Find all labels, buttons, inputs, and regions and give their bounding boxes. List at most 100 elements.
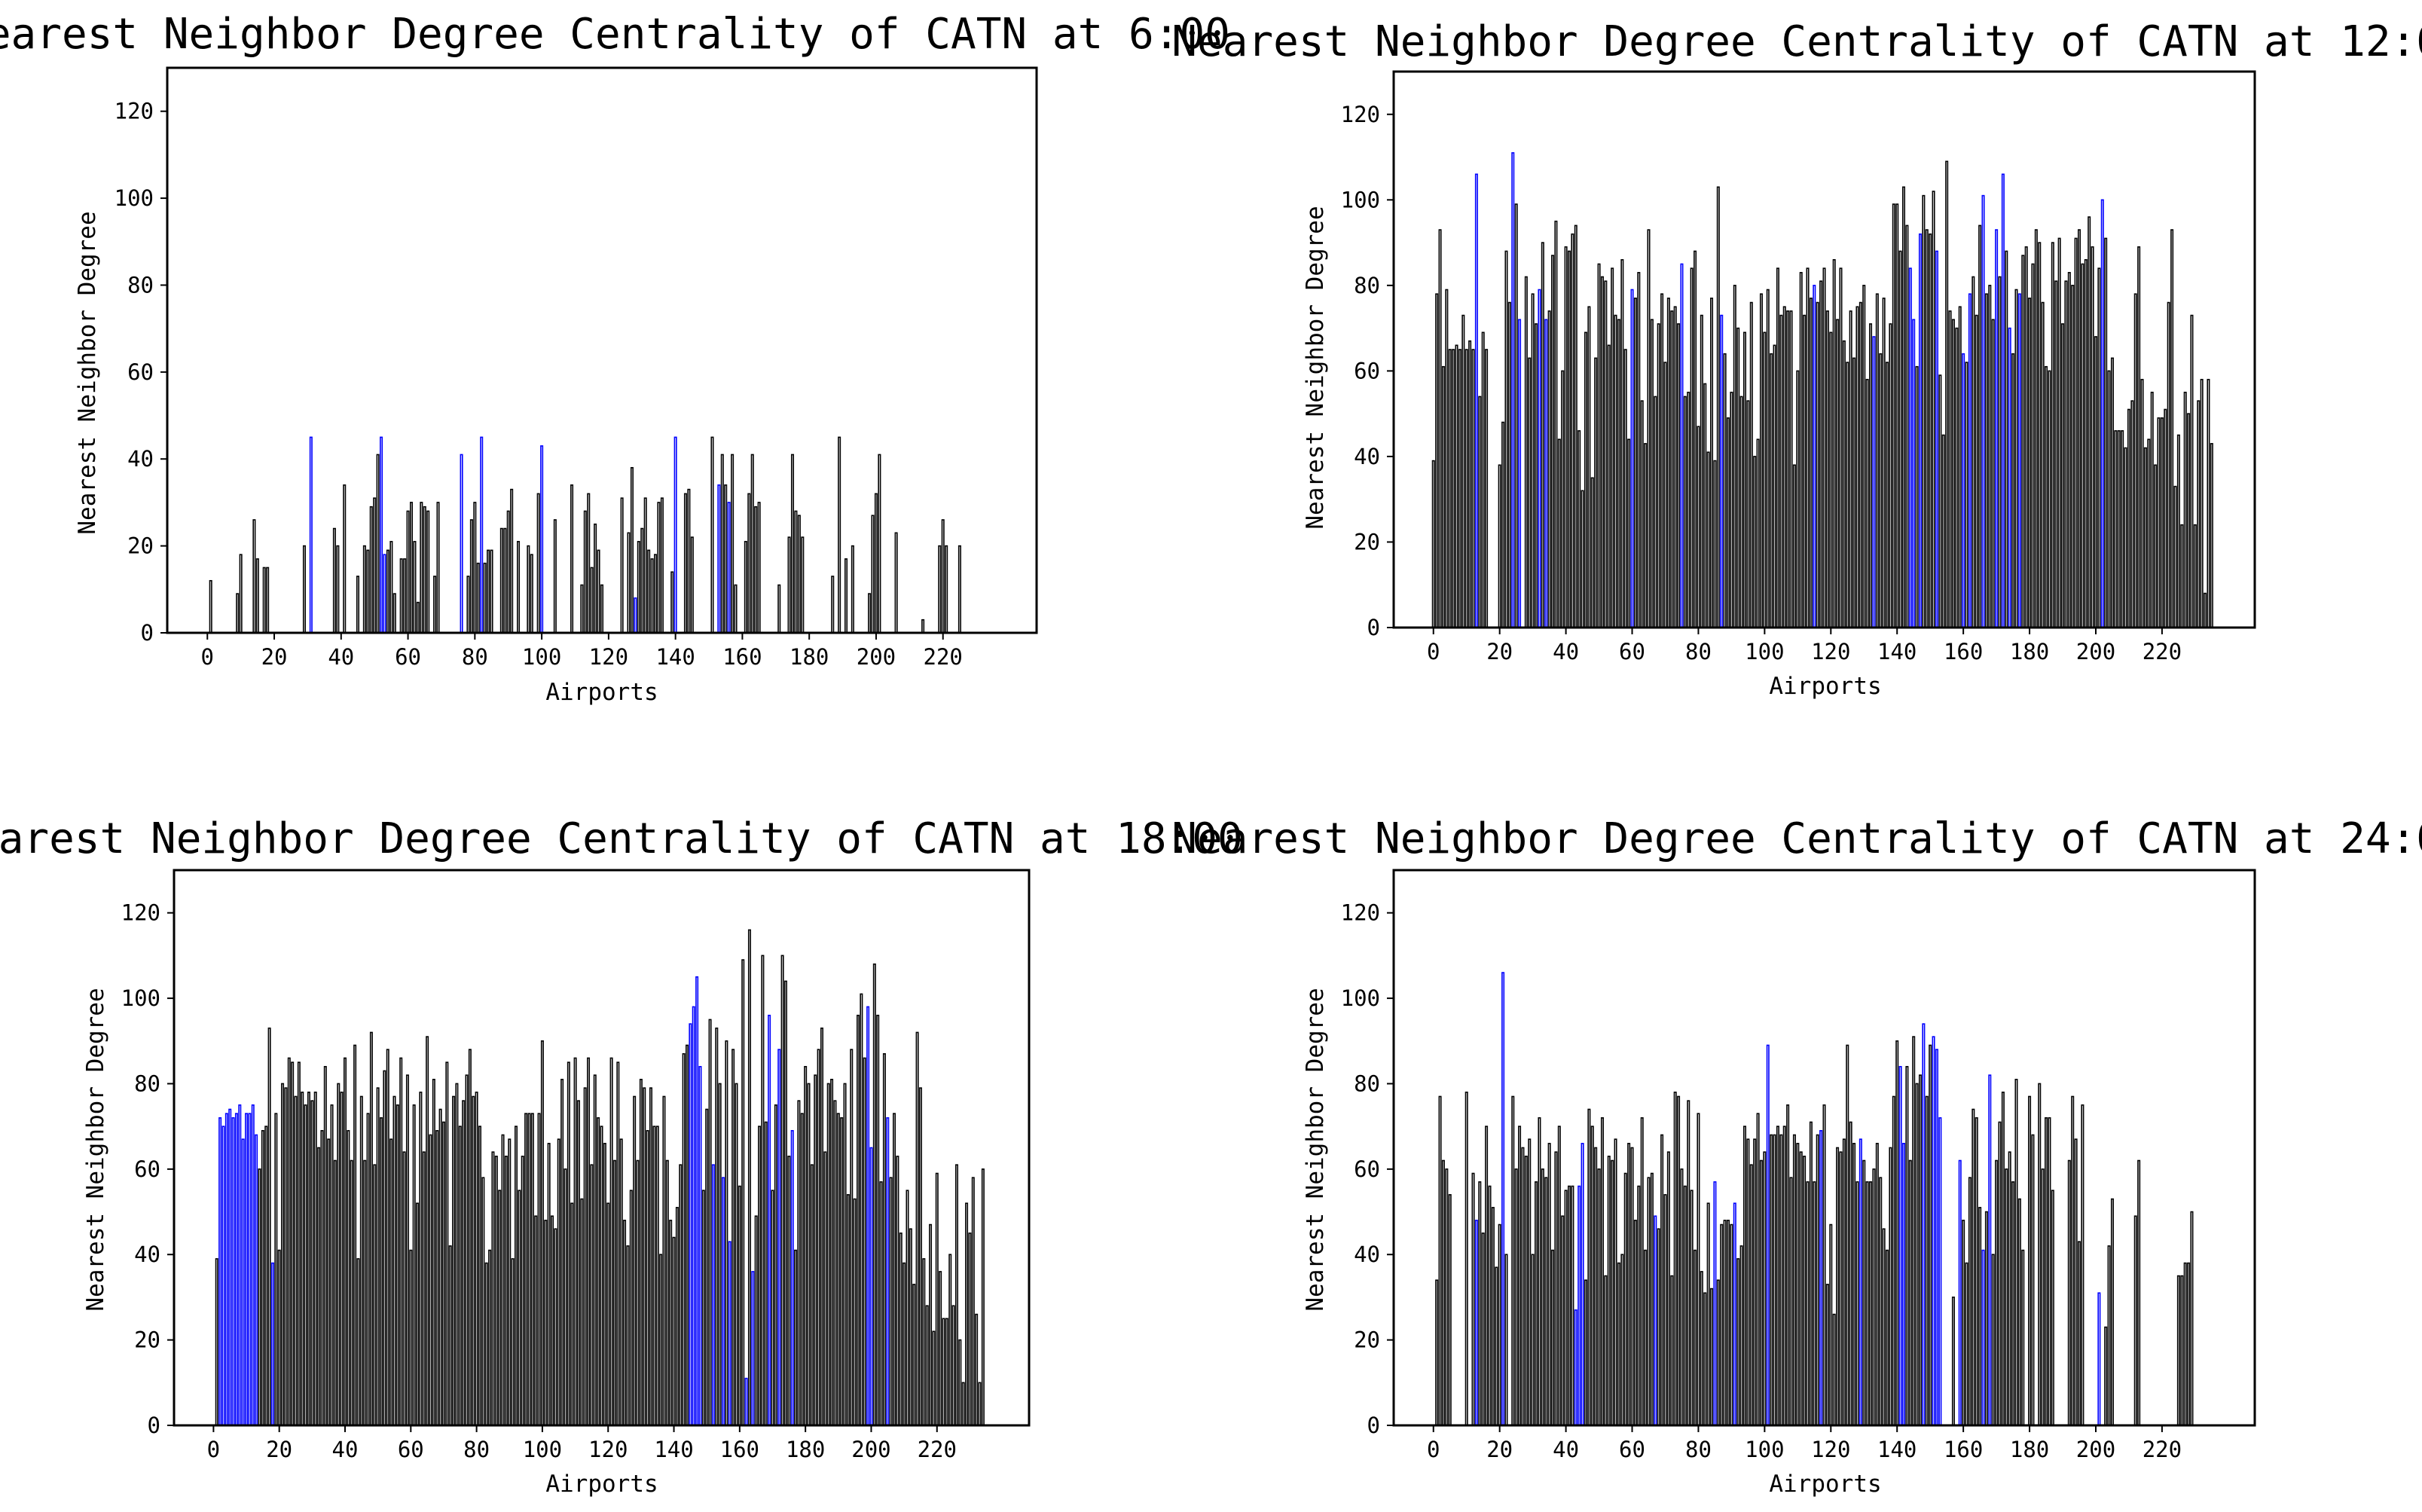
chart-12-00: Nearest Neighbor Degree Centrality of CA… (1171, 17, 2422, 700)
x-tick-label: 120 (589, 644, 628, 670)
bar (1852, 1143, 1856, 1426)
bar (313, 1092, 317, 1426)
y-tick-label: 80 (1354, 273, 1380, 298)
bar (2190, 1211, 2194, 1426)
bar (2170, 229, 2174, 628)
x-axis-label: Airports (1769, 1471, 1881, 1498)
bar (630, 466, 634, 634)
bar-highlight (886, 1117, 890, 1426)
bar-highlight (692, 1006, 695, 1426)
bar (2071, 1095, 2075, 1426)
bar (744, 541, 747, 634)
y-tick-label: 20 (134, 1327, 160, 1353)
bar (307, 1092, 310, 1426)
bar (429, 1134, 432, 1426)
bar (560, 1078, 564, 1426)
bar (1458, 349, 1461, 628)
bar (567, 1061, 570, 1426)
bar (1978, 225, 1982, 628)
bar-highlight (634, 597, 637, 634)
bar-highlight (1538, 289, 1541, 628)
bar (426, 510, 430, 634)
bar (1514, 203, 1518, 628)
bar (1886, 362, 1889, 628)
bar (412, 1104, 416, 1426)
bar (2048, 1117, 2051, 1426)
bar-highlight (768, 1014, 771, 1426)
bar (1842, 1138, 1846, 1426)
bar (1922, 194, 1926, 628)
bar (1611, 267, 1614, 628)
bar (797, 1100, 801, 1426)
bar (1538, 1117, 1541, 1426)
bar (1730, 1223, 1733, 1426)
bar (683, 493, 687, 634)
bar (2008, 1151, 2011, 1426)
x-tick-label: 0 (1427, 639, 1440, 664)
bar (1627, 438, 1631, 628)
bar (2028, 298, 2032, 628)
bar (675, 1207, 679, 1426)
bar (1441, 365, 1445, 628)
bar-highlight (1474, 173, 1478, 628)
chart-6-00: Nearest Neighbor Degree Centrality of CA… (0, 10, 1230, 706)
bar (629, 1190, 633, 1426)
bar (413, 541, 417, 634)
bar (1468, 340, 1472, 628)
bar (1892, 203, 1895, 628)
bar (1551, 1249, 1555, 1426)
bar (925, 1305, 929, 1426)
bar (2028, 1095, 2032, 1426)
bar (1663, 362, 1667, 628)
bar (1763, 1151, 1767, 1426)
bar (1551, 255, 1555, 628)
bar (1561, 370, 1565, 628)
bar-highlight (270, 1262, 274, 1426)
bar (1623, 349, 1627, 628)
bar (705, 1108, 709, 1426)
bar (422, 1151, 426, 1426)
bar (957, 545, 961, 634)
bar (336, 545, 340, 634)
bar (650, 558, 654, 634)
bar (1481, 1233, 1485, 1426)
bar (2005, 250, 2008, 628)
bar (794, 1249, 798, 1426)
bar (1852, 357, 1856, 628)
bar (1690, 267, 1694, 628)
y-tick-label: 120 (1341, 900, 1380, 926)
bar (1561, 1215, 1565, 1426)
bar (1441, 1159, 1445, 1426)
bar (764, 1121, 768, 1426)
bar (1710, 298, 1714, 628)
bar (1912, 1036, 1916, 1426)
bar (530, 554, 533, 634)
bar (1584, 1279, 1587, 1426)
bar (1829, 1223, 1833, 1426)
y-tick-label: 0 (148, 1413, 160, 1438)
bar (255, 558, 259, 634)
bar (2193, 524, 2197, 628)
bar (1965, 362, 1968, 628)
bar (879, 1181, 883, 1426)
bar (452, 1095, 456, 1426)
bar (1822, 267, 1826, 628)
bar (1879, 353, 1883, 628)
bar (2210, 443, 2213, 628)
bar (626, 1245, 630, 1426)
bar-highlight (309, 436, 313, 634)
bar (1703, 1292, 1707, 1426)
bar (1770, 1134, 1773, 1426)
bar (435, 1130, 439, 1426)
bar (1962, 1220, 1965, 1426)
y-tick-label: 100 (121, 985, 160, 1011)
bar (330, 1104, 334, 1426)
y-tick-label: 60 (134, 1156, 160, 1182)
bar (906, 1190, 909, 1426)
bar (386, 549, 389, 634)
bar (929, 1223, 933, 1426)
bar (553, 519, 557, 634)
bar (2081, 1104, 2085, 1426)
bar-highlight (695, 976, 699, 1426)
